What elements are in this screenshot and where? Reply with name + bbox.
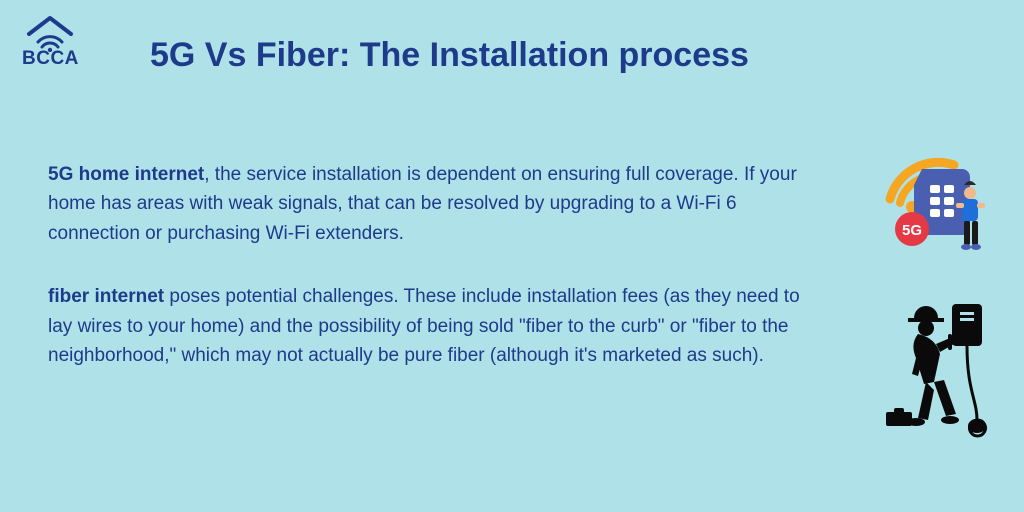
paragraph-5g: 5G home internet, the service installati… — [48, 160, 808, 248]
installer-illustration-icon — [882, 300, 992, 440]
paragraph-fiber: fiber internet poses potential challenge… — [48, 282, 808, 370]
lead-fiber: fiber internet — [48, 286, 164, 307]
page-title: 5G Vs Fiber: The Installation process — [150, 36, 749, 75]
lead-5g: 5G home internet — [48, 164, 204, 185]
house-wifi-icon — [23, 14, 77, 52]
logo: BCCA — [22, 14, 79, 70]
five-g-illustration-icon: 5G — [882, 155, 992, 255]
five-g-badge-text: 5G — [902, 222, 922, 239]
body-content: 5G home internet, the service installati… — [48, 160, 808, 405]
logo-text: BCCA — [22, 48, 79, 70]
